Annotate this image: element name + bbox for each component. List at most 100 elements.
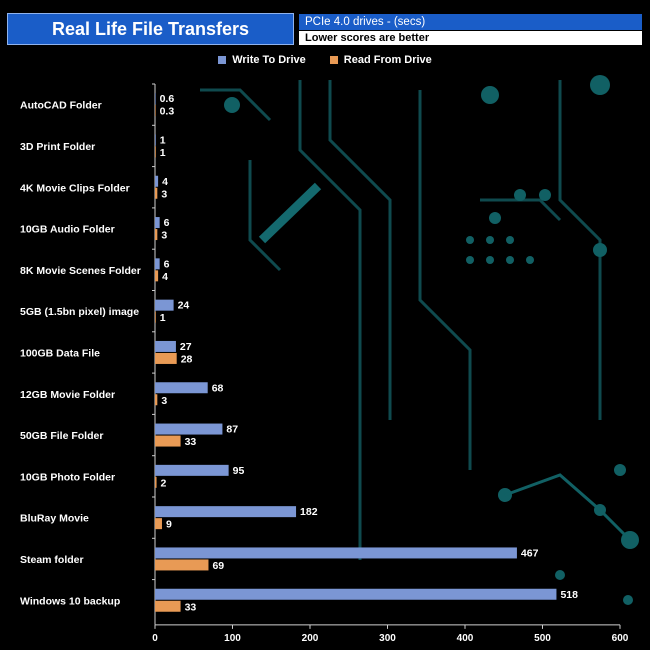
circuit-node bbox=[593, 243, 607, 257]
bar-read bbox=[155, 394, 158, 406]
value-label-read: 0.3 bbox=[160, 106, 175, 118]
circuit-background bbox=[200, 75, 639, 605]
bar-read bbox=[155, 518, 162, 530]
x-tick-label: 0 bbox=[152, 633, 158, 644]
category-labels: AutoCAD Folder 3D Print Folder 4K Movie Cl… bbox=[20, 100, 141, 608]
value-label-write: 24 bbox=[178, 300, 190, 312]
x-tick-label: 600 bbox=[612, 633, 629, 644]
value-label-write: 95 bbox=[233, 465, 245, 477]
circuit-trace bbox=[328, 80, 392, 420]
circuit-node bbox=[466, 236, 474, 244]
x-tick-label: 200 bbox=[302, 633, 319, 644]
circuit-node bbox=[555, 570, 565, 580]
category-label: 100GB Data File bbox=[20, 347, 100, 359]
x-tick-label: 500 bbox=[534, 633, 551, 644]
circuit-node bbox=[623, 595, 633, 605]
bar-write bbox=[155, 93, 156, 105]
circuit-trace bbox=[418, 90, 472, 470]
circuit-node bbox=[514, 189, 526, 201]
circuit-node bbox=[486, 236, 494, 244]
circuit-node bbox=[481, 86, 499, 104]
bar-write bbox=[155, 299, 174, 311]
bar-write bbox=[155, 217, 160, 229]
bar-read bbox=[155, 105, 156, 117]
value-label-write: 4 bbox=[162, 176, 168, 188]
circuit-node bbox=[526, 256, 534, 264]
circuit-trace bbox=[248, 160, 282, 272]
bar-write bbox=[155, 382, 208, 394]
value-label-write: 27 bbox=[180, 341, 192, 353]
value-label-read: 1 bbox=[160, 147, 166, 159]
category-label: BluRay Movie bbox=[20, 513, 89, 525]
legend: Write To Drive Read From Drive bbox=[0, 54, 650, 66]
value-label-read: 3 bbox=[161, 230, 167, 242]
chart-axes bbox=[152, 83, 621, 629]
bar-read bbox=[155, 187, 158, 199]
bar-write bbox=[155, 134, 156, 146]
legend-swatch-write bbox=[218, 56, 227, 64]
circuit-node bbox=[224, 97, 240, 113]
circuit-trace bbox=[558, 80, 602, 420]
category-label: 4K Movie Clips Folder bbox=[20, 182, 130, 194]
value-label-read: 33 bbox=[185, 436, 197, 448]
value-label-write: 6 bbox=[164, 258, 170, 270]
value-label-write: 87 bbox=[226, 424, 238, 436]
legend-swatch-read bbox=[329, 56, 338, 64]
bar-read bbox=[155, 476, 157, 488]
bar-read bbox=[155, 559, 209, 571]
circuit-node bbox=[486, 256, 494, 264]
value-label-read: 2 bbox=[161, 477, 167, 489]
value-label-read: 9 bbox=[166, 519, 172, 531]
bar-write bbox=[155, 464, 229, 476]
bar-write bbox=[155, 423, 223, 435]
value-label-read: 33 bbox=[185, 601, 197, 613]
x-tick-label: 300 bbox=[379, 633, 396, 644]
bars bbox=[155, 93, 557, 612]
value-label-write: 467 bbox=[521, 547, 539, 559]
value-label-read: 3 bbox=[161, 188, 167, 200]
category-label: AutoCAD Folder bbox=[20, 100, 102, 112]
x-tick-label: 100 bbox=[224, 633, 241, 644]
chart-subtitle: PCIe 4.0 drives - (secs) bbox=[299, 14, 642, 30]
bar-read bbox=[155, 311, 156, 323]
bar-write bbox=[155, 258, 160, 270]
category-label: 10GB Photo Folder bbox=[20, 471, 115, 483]
circuit-trace bbox=[480, 198, 562, 222]
value-label-write: 6 bbox=[164, 217, 170, 229]
bar-write bbox=[155, 506, 297, 518]
circuit-node bbox=[506, 256, 514, 264]
legend-item-read: Read From Drive bbox=[329, 54, 432, 66]
bar-read bbox=[155, 435, 181, 447]
category-label: 3D Print Folder bbox=[20, 141, 95, 153]
category-label: Windows 10 backup bbox=[20, 595, 120, 607]
chart-title: Real Life File Transfers bbox=[7, 13, 294, 45]
category-label: 5GB (1.5bn pixel) image bbox=[20, 306, 139, 318]
legend-label-read: Read From Drive bbox=[343, 54, 432, 66]
circuit-node bbox=[489, 212, 501, 224]
bar-read bbox=[155, 146, 156, 158]
bar-write bbox=[155, 588, 557, 600]
circuit-node bbox=[539, 189, 551, 201]
value-label-write: 1 bbox=[160, 134, 166, 146]
value-label-write: 0.6 bbox=[160, 93, 175, 105]
bar-read bbox=[155, 229, 158, 241]
category-label: Steam folder bbox=[20, 554, 84, 566]
category-label: 8K Movie Scenes Folder bbox=[20, 265, 141, 277]
legend-label-write: Write To Drive bbox=[232, 54, 306, 66]
circuit-trace bbox=[504, 473, 632, 542]
circuit-node bbox=[466, 256, 474, 264]
bar-read bbox=[155, 352, 177, 364]
value-label-read: 4 bbox=[162, 271, 168, 283]
bar-write bbox=[155, 175, 159, 187]
x-tick-label: 400 bbox=[457, 633, 474, 644]
value-labels: 0.60.31143636424127286838733952182946769… bbox=[160, 93, 579, 613]
chart-note: Lower scores are better bbox=[299, 31, 642, 45]
legend-item-write: Write To Drive bbox=[218, 54, 306, 66]
tick-labels: 0 100 200 300 400 500 600 bbox=[152, 633, 629, 644]
circuit-bar bbox=[258, 182, 322, 244]
value-label-write: 518 bbox=[560, 589, 578, 601]
value-label-read: 28 bbox=[181, 353, 193, 365]
circuit-trace bbox=[298, 80, 362, 560]
